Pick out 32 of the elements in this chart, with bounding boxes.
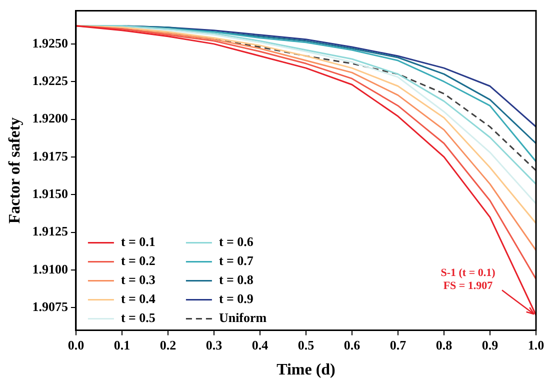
y-tick-label: 1.9200 xyxy=(32,110,68,126)
y-tick-label: 1.9250 xyxy=(32,35,68,50)
legend-label: t = 0.2 xyxy=(120,253,156,268)
legend-label: t = 0.3 xyxy=(120,272,156,288)
y-tick-label: 1.9175 xyxy=(32,148,68,164)
x-tick-label: 0.4 xyxy=(252,337,269,352)
x-tick-label: 0.7 xyxy=(390,337,407,352)
x-tick-label: 0.2 xyxy=(160,337,176,352)
x-tick-label: 0.5 xyxy=(298,337,315,352)
legend-label: t = 0.9 xyxy=(218,291,254,306)
annotation: S-1 (t = 0.1) FS = 1.907 xyxy=(440,266,496,292)
legend-label: t = 0.8 xyxy=(218,272,254,288)
y-tick-label: 1.9100 xyxy=(32,261,68,276)
y-tick-label: 1.9150 xyxy=(32,186,68,201)
legend-label: t = 0.1 xyxy=(120,234,156,250)
x-tick-label: 0.9 xyxy=(482,337,499,352)
x-axis-title: Time (d) xyxy=(276,362,336,379)
legend-label: t = 0.4 xyxy=(120,291,156,306)
legend-label: t = 0.6 xyxy=(218,234,254,250)
x-tick-label: 0.8 xyxy=(436,337,453,352)
y-axis-title: Factor of safety xyxy=(6,117,24,224)
y-tick-label: 1.9075 xyxy=(32,298,68,314)
y-tick-label: 1.9125 xyxy=(32,224,68,239)
legend-label: t = 0.5 xyxy=(120,310,156,326)
x-tick-label: 0.6 xyxy=(344,337,361,352)
legend-label: Uniform xyxy=(218,310,267,326)
x-tick-label: 1.0 xyxy=(528,337,544,352)
x-tick-label: 0.3 xyxy=(206,337,223,352)
x-tick-label: 0.1 xyxy=(114,337,130,352)
legend-label: t = 0.7 xyxy=(218,253,254,268)
y-tick-label: 1.9225 xyxy=(32,72,68,88)
x-tick-label: 0.0 xyxy=(68,337,84,352)
